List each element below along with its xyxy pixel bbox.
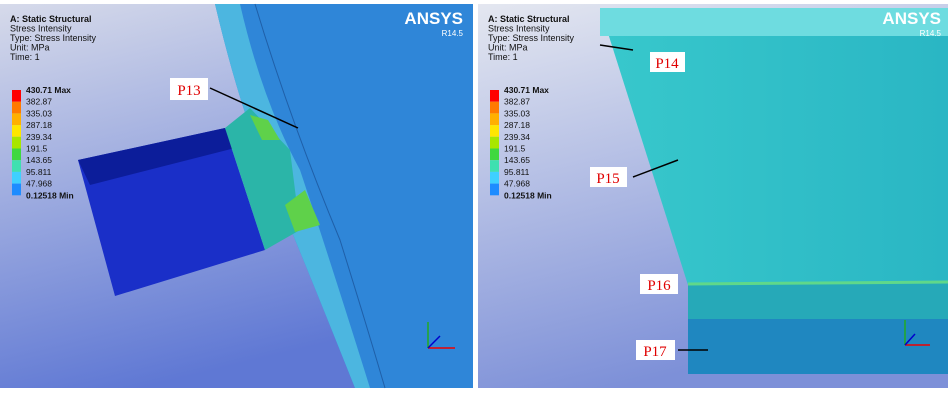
header-line: Time: 1: [10, 52, 40, 62]
hotspot: [250, 115, 280, 140]
label-box: [636, 340, 675, 360]
legend-label: 47.968: [26, 179, 52, 189]
legend-swatch: [490, 148, 499, 161]
brand: ANSYS: [882, 9, 941, 28]
version: R14.5: [442, 29, 464, 38]
label-box: [170, 78, 208, 100]
legend-swatch: [490, 160, 499, 172]
legend-label: 335.03: [504, 108, 530, 118]
legend-swatch: [12, 148, 21, 161]
legend-label: 287.18: [504, 120, 530, 130]
header-line: Unit: MPa: [488, 43, 528, 53]
cylinder: [688, 319, 948, 374]
legend-label: 430.71 Max: [504, 85, 549, 95]
legend-swatch: [490, 125, 499, 137]
leader: [599, 44, 634, 51]
hotspot: [285, 190, 320, 232]
triad: [904, 320, 930, 346]
right-panel: [478, 4, 948, 388]
pipe-top: [78, 128, 235, 185]
legend-label: 143.65: [26, 155, 52, 165]
header-line: Stress Intensity: [488, 24, 550, 34]
triad: [427, 322, 455, 349]
legend-label: 335.03: [26, 108, 52, 118]
legend-swatch: [12, 113, 21, 126]
legend-label: 430.71 Max: [26, 85, 71, 95]
label-box: [590, 167, 627, 187]
header-line: A: Static Structural: [10, 14, 92, 24]
legend-label: 239.34: [26, 132, 52, 142]
weld-line: [254, 3, 386, 389]
legend-swatch: [12, 183, 21, 196]
label-box: [640, 274, 678, 294]
left-panel: [0, 3, 473, 389]
legend-label: 0.12518 Min: [504, 190, 552, 200]
legend-swatch: [490, 136, 499, 149]
cone: [600, 8, 948, 285]
version: R14.5: [920, 29, 942, 38]
legend-label: 191.5: [504, 144, 526, 154]
legend-label: 0.12518 Min: [26, 190, 74, 200]
point-label: P14: [655, 56, 679, 72]
point-label: P17: [643, 344, 667, 360]
legend-label: 47.968: [504, 179, 530, 189]
legend-label: 191.5: [26, 144, 48, 154]
weld: [687, 280, 948, 286]
legend-swatch: [490, 171, 499, 184]
legend-label: 95.811: [504, 167, 530, 177]
legend-swatch: [12, 125, 21, 137]
point-label: P13: [177, 83, 200, 99]
leader: [632, 159, 679, 178]
legend-swatch: [12, 101, 21, 114]
brand: ANSYS: [404, 9, 463, 28]
junction: [225, 108, 300, 250]
legend-swatch: [490, 90, 499, 102]
ring: [688, 283, 948, 319]
header-line: Type: Stress Intensity: [488, 33, 575, 43]
header-line: Unit: MPa: [10, 43, 50, 53]
legend-swatch: [12, 90, 21, 102]
leader: [209, 87, 299, 129]
point-label: P15: [596, 171, 619, 187]
legend-label: 95.811: [26, 167, 52, 177]
top-ring: [600, 8, 948, 36]
legend-label: 382.87: [504, 97, 530, 107]
legend-swatch: [490, 101, 499, 114]
header-line: Time: 1: [488, 52, 518, 62]
legend-swatch: [490, 113, 499, 126]
legend-label: 143.65: [504, 155, 530, 165]
plate: [215, 4, 473, 388]
label-box: [650, 52, 685, 72]
legend-swatch: [12, 160, 21, 172]
legend-label: 287.18: [26, 120, 52, 130]
header-line: A: Static Structural: [488, 14, 570, 24]
legend-swatch: [12, 171, 21, 184]
point-label: P16: [647, 278, 671, 294]
legend-label: 239.34: [504, 132, 530, 142]
legend-swatch: [490, 183, 499, 196]
legend-swatch: [12, 136, 21, 149]
header-line: Stress Intensity: [10, 24, 72, 34]
header-line: Type: Stress Intensity: [10, 33, 97, 43]
legend-label: 382.87: [26, 97, 52, 107]
